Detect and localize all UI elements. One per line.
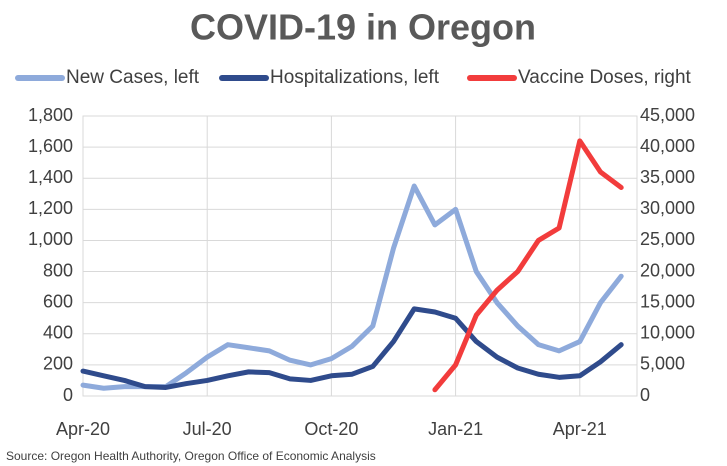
legend-label: Hospitalizations, left: [270, 67, 440, 88]
y2-tick-label: 35,000: [640, 167, 695, 187]
source-note: Source: Oregon Health Authority, Oregon …: [6, 449, 376, 463]
y2-tick-label: 25,000: [640, 229, 695, 249]
series-line: [80, 183, 624, 391]
plot-frame: [82, 115, 638, 397]
y2-tick-label: 5,000: [640, 354, 685, 374]
y-tick-label: 1,200: [28, 198, 73, 218]
y2-tick-label: 0: [640, 385, 650, 405]
legend-label: New Cases, left: [66, 67, 200, 88]
y-tick-label: 1,800: [28, 105, 73, 125]
y2-tick-label: 20,000: [640, 260, 695, 280]
y-tick-label: 1,000: [28, 229, 73, 249]
y2-tick-label: 10,000: [640, 323, 695, 343]
x-tick-label: Apr-20: [56, 419, 110, 439]
y-tick-label: 1,600: [28, 136, 73, 156]
y-tick-label: 800: [43, 260, 73, 280]
series-line: [80, 306, 624, 390]
y2-tick-label: 40,000: [640, 136, 695, 156]
x-tick-label: Jan-21: [428, 419, 483, 439]
y-tick-label: 400: [43, 323, 73, 343]
y-tick-label: 200: [43, 354, 73, 374]
chart-title: COVID-19 in Oregon: [190, 7, 536, 48]
y-tick-label: 1,400: [28, 167, 73, 187]
legend-label: Vaccine Doses, right: [518, 67, 692, 88]
y2-tick-label: 30,000: [640, 198, 695, 218]
y2-tick-label: 45,000: [640, 105, 695, 125]
y2-tick-label: 15,000: [640, 291, 695, 311]
y-tick-label: 600: [43, 291, 73, 311]
x-tick-label: Oct-20: [304, 419, 358, 439]
x-tick-label: Apr-21: [553, 419, 607, 439]
x-tick-label: Jul-20: [183, 419, 232, 439]
series-line: [432, 138, 624, 393]
y-tick-label: 0: [63, 385, 73, 405]
